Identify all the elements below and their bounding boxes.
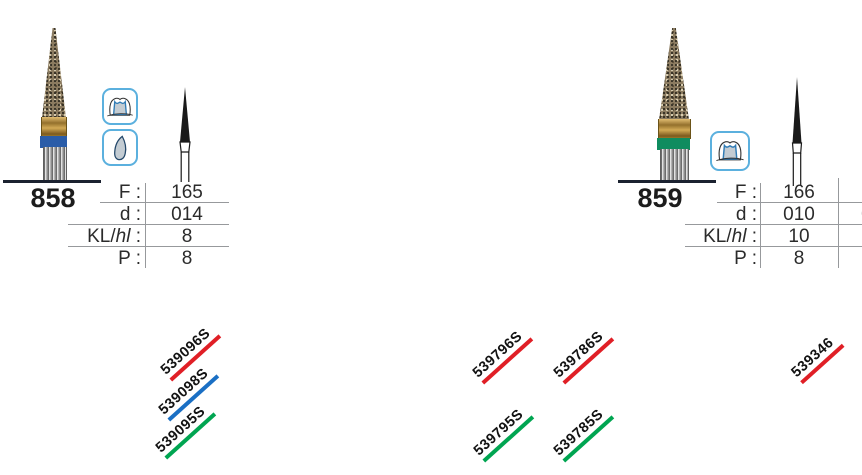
order-code-text: 539346 <box>788 330 845 385</box>
table-row: d : 014 <box>65 204 229 225</box>
table-row: P : 8 8 <box>685 248 862 269</box>
row-label: KL/hl : <box>87 226 141 247</box>
order-code-text: 539785S <box>550 402 615 463</box>
anterior-tooth-icon <box>105 133 135 163</box>
row-label: F : <box>734 182 757 203</box>
row-value: 010 <box>783 204 815 225</box>
row-value: 166 <box>783 182 815 203</box>
row-value: 8 <box>793 248 805 269</box>
table-row: KL/hl : 10 10 <box>685 226 862 247</box>
table-row: KL/hl : 8 <box>65 226 229 247</box>
table-line <box>685 246 862 247</box>
product-number: 859 <box>637 183 683 213</box>
table-line <box>68 224 229 225</box>
row-label: F : <box>118 182 141 203</box>
row-value: 8 <box>181 248 193 269</box>
product-858: 858 <box>0 0 300 280</box>
bur-shank <box>43 147 67 181</box>
row-value: 014 <box>171 204 203 225</box>
order-code-text: 539795S <box>470 402 535 463</box>
crown-prep-icon <box>105 92 135 122</box>
row-label: d : <box>119 204 141 225</box>
table-line <box>145 183 146 268</box>
gold-collar <box>41 117 67 137</box>
product-number: 858 <box>30 183 76 213</box>
order-code-text: 539786S <box>550 324 615 385</box>
tip-profile-silhouette <box>171 87 199 187</box>
row-label: d : <box>735 204 757 225</box>
table-line <box>760 183 761 268</box>
product-859L: 859L F : 167 d : <box>620 0 862 280</box>
row-label: KL/hl : <box>703 226 757 247</box>
order-code: 539346 <box>776 319 859 397</box>
order-code: 539795S <box>462 394 545 472</box>
table-line <box>68 246 229 247</box>
order-code-text: 539796S <box>469 324 534 385</box>
grit-color-band <box>657 138 690 150</box>
grit-color-band <box>40 136 67 148</box>
order-code: 539786S <box>542 316 625 394</box>
crown-prep-icon <box>714 135 746 167</box>
table-line <box>717 202 862 203</box>
gold-collar <box>658 119 691 139</box>
row-label: P : <box>118 248 141 269</box>
table-line <box>838 178 839 268</box>
table-line <box>100 202 229 203</box>
bur-shank <box>660 149 689 181</box>
row-label: P : <box>734 248 757 269</box>
ground-line <box>3 180 101 183</box>
tip-profile-silhouette <box>784 77 810 191</box>
row-value: 10 <box>788 226 810 247</box>
row-value: 8 <box>181 226 193 247</box>
product-859: 859 F : <box>300 0 862 280</box>
indication-box <box>102 88 138 125</box>
ground-line <box>618 180 716 183</box>
indication-box <box>102 129 138 166</box>
indication-box <box>710 131 750 171</box>
table-row: F : 165 <box>65 182 229 203</box>
spec-table-858: F : 165 d : 014 KL/hl : 8 P : 8 <box>65 182 229 270</box>
order-code: 539796S <box>461 316 544 394</box>
spec-table-859: F : 166 166 d : 010 018 KL/hl : 10 10 P … <box>685 178 862 270</box>
order-code: 539785S <box>542 394 625 472</box>
table-row: P : 8 <box>65 248 229 269</box>
table-line <box>685 224 862 225</box>
diamond-tip <box>42 28 66 118</box>
row-value: 165 <box>171 182 203 203</box>
